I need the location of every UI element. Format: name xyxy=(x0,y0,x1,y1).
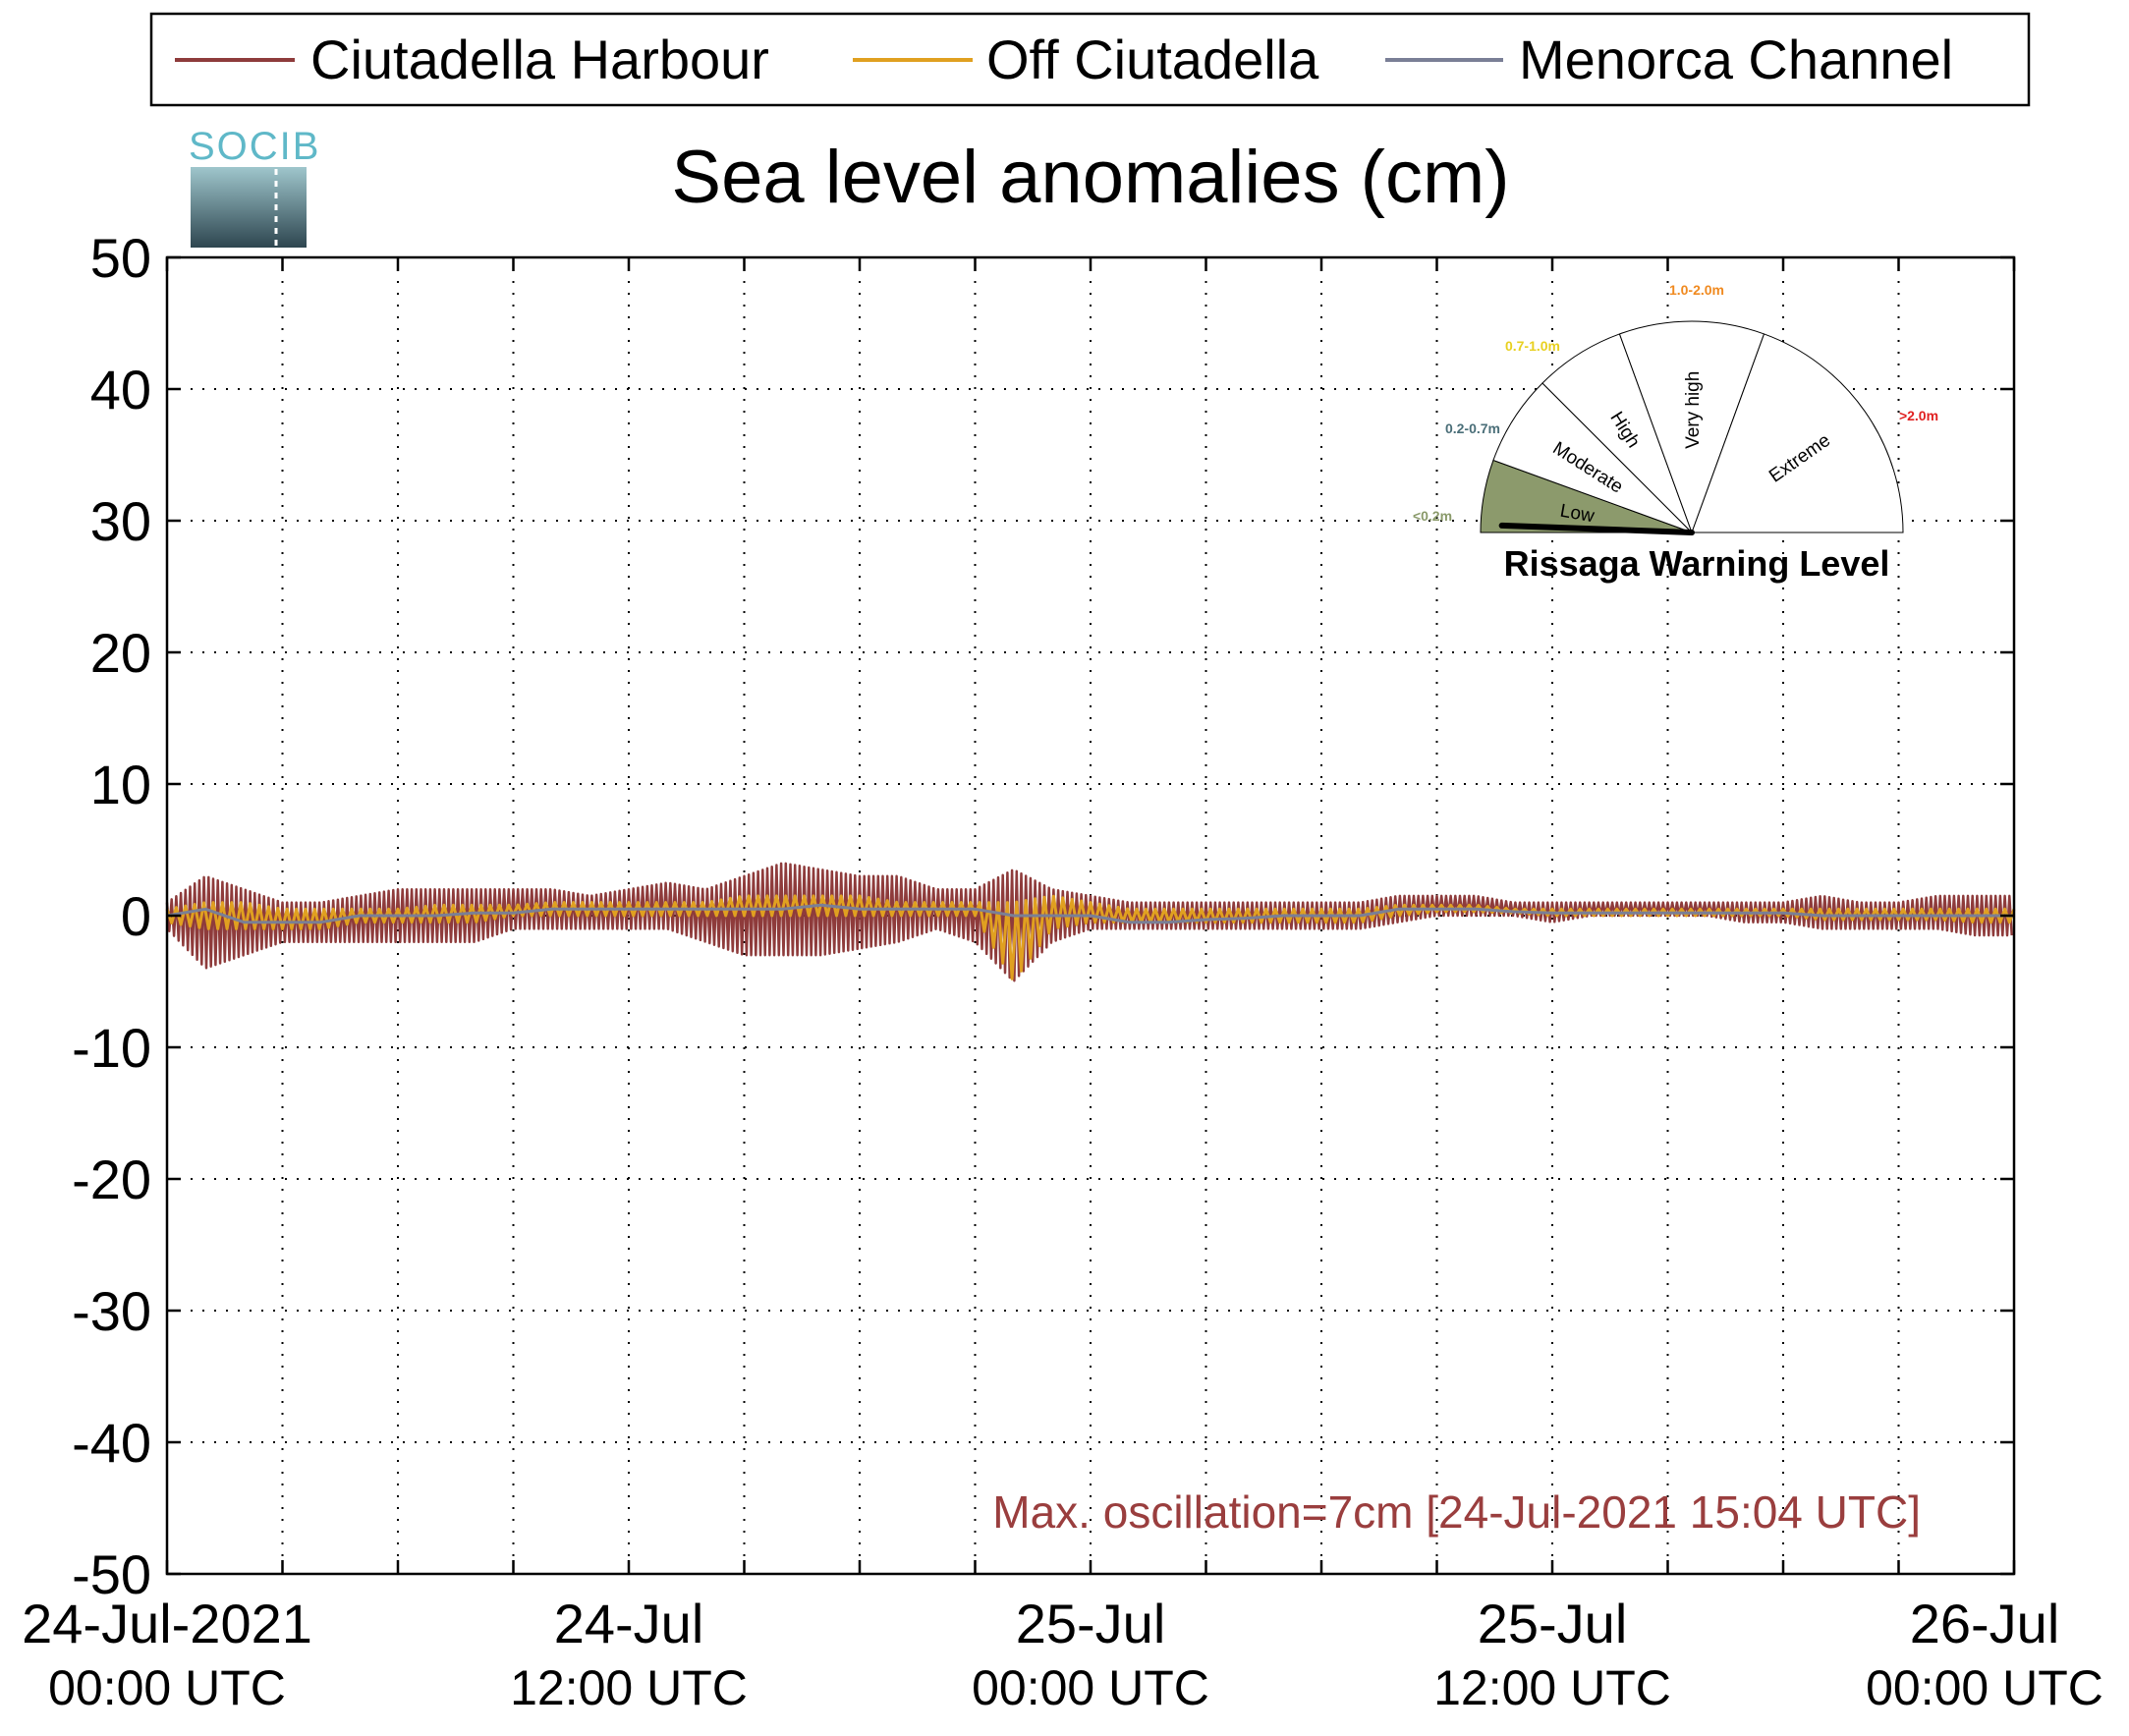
x-tick-label-date: 26-Jul xyxy=(1910,1593,2060,1654)
y-tick-label: -40 xyxy=(72,1412,151,1474)
x-tick-label-date: 24-Jul xyxy=(554,1593,704,1654)
y-tick-label: 50 xyxy=(90,227,151,289)
y-tick-label: 30 xyxy=(90,490,151,552)
x-tick-label-time: 00:00 UTC xyxy=(48,1660,286,1715)
max-oscillation-annotation: Max. oscillation=7cm [24-Jul-2021 15:04 … xyxy=(992,1486,1921,1538)
y-tick-label: -20 xyxy=(72,1148,151,1210)
gauge-level-label: Very high xyxy=(1683,371,1704,449)
x-tick-label-time: 12:00 UTC xyxy=(1433,1660,1671,1715)
y-axis: 50 40 30 20 10 0 -10 -20 -30 -40 -50 xyxy=(72,227,2014,1605)
socib-logo: SOCIB xyxy=(189,125,320,248)
legend-label-ciutadella-harbour: Ciutadella Harbour xyxy=(310,28,769,90)
gauge-needle xyxy=(1498,522,1695,535)
legend-box xyxy=(149,12,2031,107)
x-tick-label-date: 25-Jul xyxy=(1478,1593,1628,1654)
plot-area: 50 40 30 20 10 0 -10 -20 -30 -40 -50 24-Jul-2021 00… xyxy=(22,227,2103,1715)
legend: Ciutadella Harbour Off Ciutadella Menorc… xyxy=(149,12,2031,107)
y-tick-label: -30 xyxy=(72,1280,151,1342)
x-tick-label-time: 00:00 UTC xyxy=(972,1660,1209,1715)
legend-label-menorca-channel: Menorca Channel xyxy=(1519,28,1953,90)
series-menorca-channel xyxy=(166,903,2014,924)
x-axis: 24-Jul-2021 00:00 UTC 24-Jul 12:00 UTC 25-Ju… xyxy=(22,257,2103,1715)
socib-logo-wave xyxy=(191,167,307,248)
x-tick-label-time: 00:00 UTC xyxy=(1866,1660,2103,1715)
y-tick-label: -10 xyxy=(72,1017,151,1079)
gauge-wedge-very-high xyxy=(1618,320,1765,534)
series-layer xyxy=(165,862,2016,982)
chart-title: Sea level anomalies (cm) xyxy=(671,136,1509,219)
gauge-range-label: >2.0m xyxy=(1899,408,1938,423)
y-tick-label: -50 xyxy=(72,1543,151,1605)
gauge-title: Rissaga Warning Level xyxy=(1504,543,1890,584)
legend-label-off-ciutadella: Off Ciutadella xyxy=(986,28,1319,90)
x-tick-label-time: 12:00 UTC xyxy=(510,1660,748,1715)
y-tick-label: 20 xyxy=(90,622,151,684)
gauge-range-label: 0.2-0.7m xyxy=(1445,420,1500,436)
gauge-range-label: 1.0-2.0m xyxy=(1669,282,1724,298)
y-tick-label: 0 xyxy=(121,885,151,947)
gauge-wedge-extreme xyxy=(1691,333,1904,533)
y-tick-label: 40 xyxy=(90,359,151,420)
gauge-wedges xyxy=(1480,320,1904,534)
x-tick-label-date: 24-Jul-2021 xyxy=(22,1593,312,1654)
y-tick-label: 10 xyxy=(90,754,151,815)
socib-logo-text: SOCIB xyxy=(189,125,320,168)
x-tick-label-date: 25-Jul xyxy=(1016,1593,1166,1654)
gauge-range-label: <0.2m xyxy=(1413,508,1452,524)
gauge-range-label: 0.7-1.0m xyxy=(1505,338,1560,354)
